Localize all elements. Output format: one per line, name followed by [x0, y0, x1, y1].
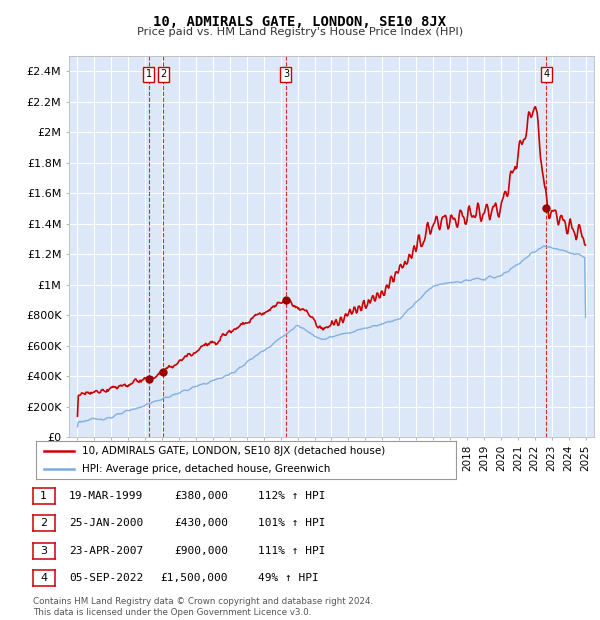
Text: 1: 1: [146, 69, 152, 79]
Text: HPI: Average price, detached house, Greenwich: HPI: Average price, detached house, Gree…: [82, 464, 331, 474]
Text: 3: 3: [40, 546, 47, 556]
Text: £380,000: £380,000: [174, 491, 228, 501]
Text: 49% ↑ HPI: 49% ↑ HPI: [258, 573, 319, 583]
Text: Contains HM Land Registry data © Crown copyright and database right 2024.
This d: Contains HM Land Registry data © Crown c…: [33, 598, 373, 617]
Text: 101% ↑ HPI: 101% ↑ HPI: [258, 518, 325, 528]
Text: 10, ADMIRALS GATE, LONDON, SE10 8JX (detached house): 10, ADMIRALS GATE, LONDON, SE10 8JX (det…: [82, 446, 385, 456]
Text: 05-SEP-2022: 05-SEP-2022: [69, 573, 143, 583]
Text: 25-JAN-2000: 25-JAN-2000: [69, 518, 143, 528]
Text: £900,000: £900,000: [174, 546, 228, 556]
Text: 19-MAR-1999: 19-MAR-1999: [69, 491, 143, 501]
Text: 4: 4: [543, 69, 550, 79]
Text: Price paid vs. HM Land Registry's House Price Index (HPI): Price paid vs. HM Land Registry's House …: [137, 27, 463, 37]
Text: 2: 2: [160, 69, 166, 79]
Text: £1,500,000: £1,500,000: [161, 573, 228, 583]
Text: 2: 2: [40, 518, 47, 528]
Text: 111% ↑ HPI: 111% ↑ HPI: [258, 546, 325, 556]
Text: 1: 1: [40, 491, 47, 501]
Text: 4: 4: [40, 573, 47, 583]
Text: 112% ↑ HPI: 112% ↑ HPI: [258, 491, 325, 501]
Text: 3: 3: [283, 69, 289, 79]
Text: 10, ADMIRALS GATE, LONDON, SE10 8JX: 10, ADMIRALS GATE, LONDON, SE10 8JX: [154, 16, 446, 30]
Text: £430,000: £430,000: [174, 518, 228, 528]
Text: 23-APR-2007: 23-APR-2007: [69, 546, 143, 556]
